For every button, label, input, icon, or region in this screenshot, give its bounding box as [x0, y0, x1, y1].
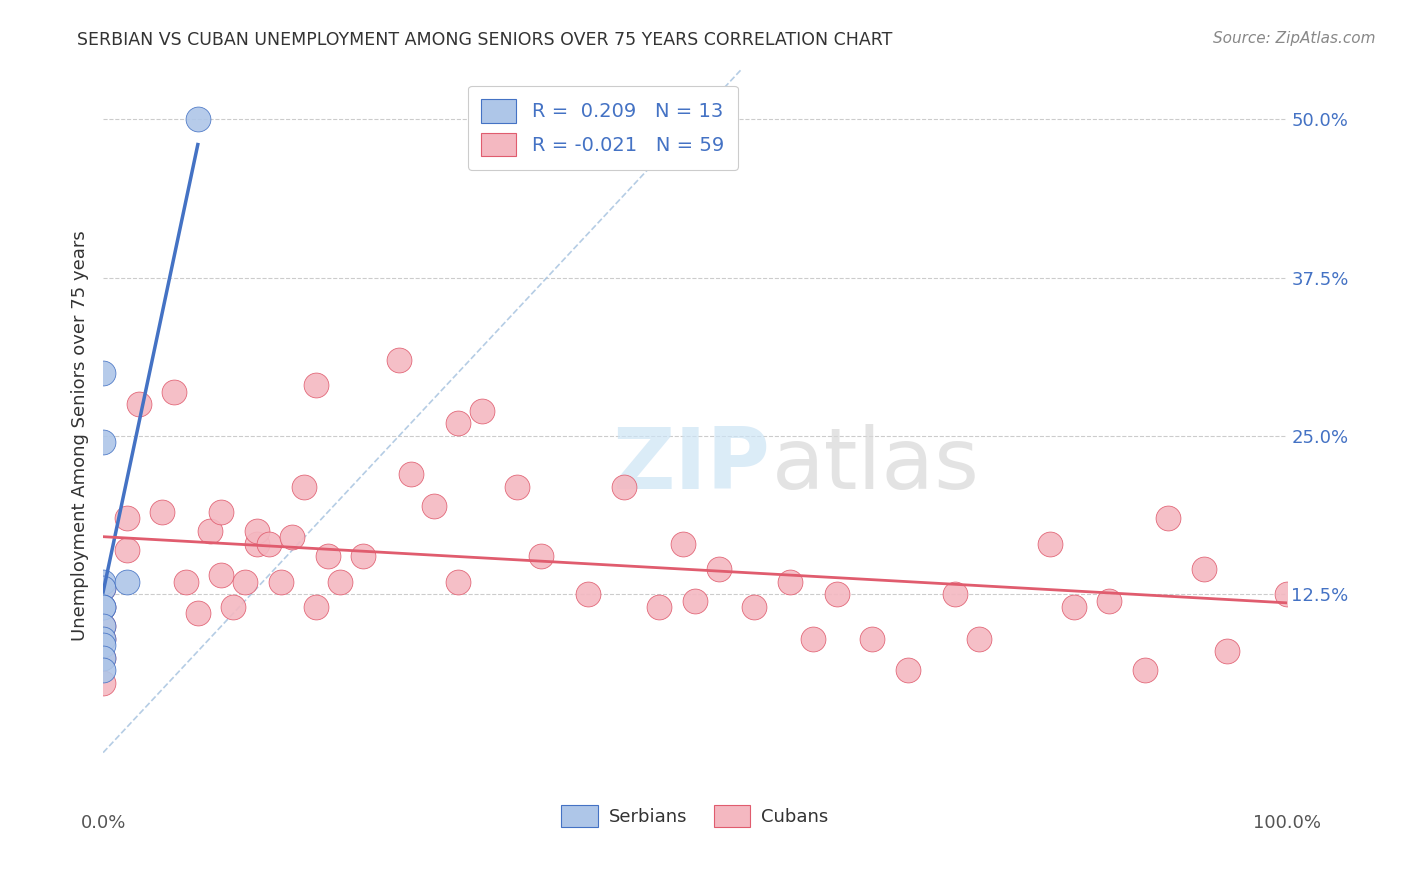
Point: [447, 416, 470, 430]
Point: [246, 536, 269, 550]
Point: [530, 549, 553, 564]
Point: [91, 435, 114, 450]
Point: [246, 524, 269, 538]
Point: [211, 568, 233, 582]
Point: [91, 599, 114, 614]
Point: [897, 663, 920, 677]
Point: [329, 574, 352, 589]
Point: [198, 524, 221, 538]
Point: [91, 574, 114, 589]
Text: SERBIAN VS CUBAN UNEMPLOYMENT AMONG SENIORS OVER 75 YEARS CORRELATION CHART: SERBIAN VS CUBAN UNEMPLOYMENT AMONG SENI…: [77, 31, 893, 49]
Point: [91, 599, 114, 614]
Point: [91, 650, 114, 665]
Point: [1275, 587, 1298, 601]
Point: [91, 632, 114, 646]
Point: [270, 574, 292, 589]
Point: [825, 587, 848, 601]
Point: [91, 676, 114, 690]
Point: [91, 632, 114, 646]
Point: [860, 632, 883, 646]
Point: [506, 479, 529, 493]
Y-axis label: Unemployment Among Seniors over 75 years: Unemployment Among Seniors over 75 years: [72, 230, 89, 641]
Point: [91, 366, 114, 380]
Text: atlas: atlas: [772, 424, 980, 507]
Point: [257, 536, 280, 550]
Text: Source: ZipAtlas.com: Source: ZipAtlas.com: [1212, 31, 1375, 46]
Point: [1157, 511, 1180, 525]
Point: [222, 599, 245, 614]
Point: [1133, 663, 1156, 677]
Point: [91, 638, 114, 652]
Point: [91, 581, 114, 595]
Point: [163, 384, 186, 399]
Point: [1098, 593, 1121, 607]
Point: [707, 562, 730, 576]
Point: [779, 574, 801, 589]
Point: [233, 574, 256, 589]
Legend: Serbians, Cubans: Serbians, Cubans: [554, 798, 835, 835]
Point: [91, 663, 114, 677]
Point: [943, 587, 966, 601]
Point: [613, 479, 636, 493]
Point: [115, 574, 138, 589]
Text: ZIP: ZIP: [612, 424, 769, 507]
Point: [683, 593, 706, 607]
Point: [91, 619, 114, 633]
Point: [305, 378, 328, 392]
Point: [1063, 599, 1085, 614]
Point: [150, 505, 173, 519]
Point: [672, 536, 695, 550]
Point: [388, 352, 411, 367]
Point: [1216, 644, 1239, 658]
Point: [447, 574, 470, 589]
Point: [305, 599, 328, 614]
Point: [174, 574, 197, 589]
Point: [471, 403, 494, 417]
Point: [576, 587, 599, 601]
Point: [423, 499, 446, 513]
Point: [187, 607, 209, 621]
Point: [399, 467, 422, 481]
Point: [115, 511, 138, 525]
Point: [353, 549, 375, 564]
Point: [316, 549, 339, 564]
Point: [115, 543, 138, 558]
Point: [742, 599, 765, 614]
Point: [91, 619, 114, 633]
Point: [648, 599, 671, 614]
Point: [281, 530, 304, 544]
Point: [187, 112, 209, 127]
Point: [91, 581, 114, 595]
Point: [91, 650, 114, 665]
Point: [1039, 536, 1062, 550]
Point: [801, 632, 824, 646]
Point: [91, 599, 114, 614]
Point: [211, 505, 233, 519]
Point: [1192, 562, 1215, 576]
Point: [292, 479, 315, 493]
Point: [128, 397, 150, 411]
Point: [967, 632, 990, 646]
